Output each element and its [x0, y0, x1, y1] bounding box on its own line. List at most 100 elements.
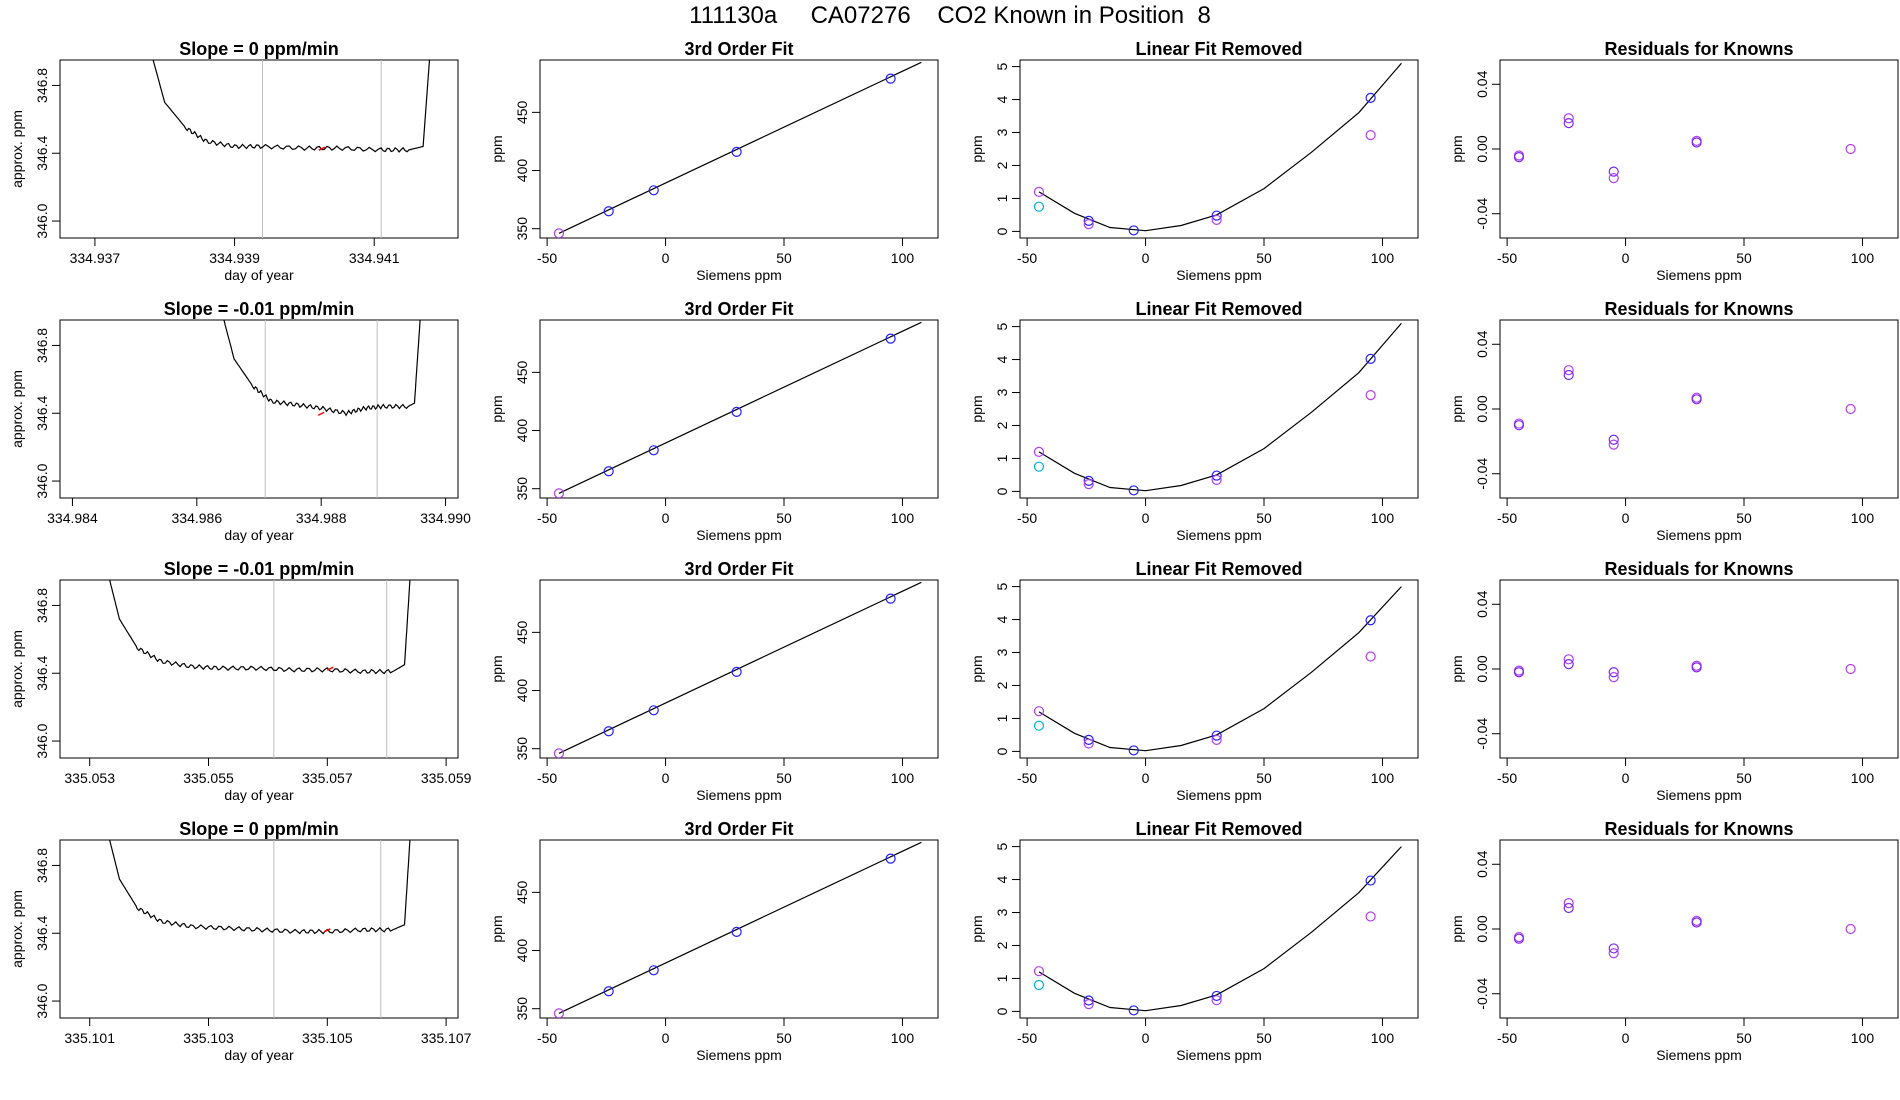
- data-point: [1211, 474, 1222, 485]
- chart-title: Slope = -0.01 ppm/min: [164, 299, 355, 319]
- data-point: [1563, 654, 1574, 665]
- plot-frame: [539, 59, 939, 239]
- data-point: [1563, 902, 1574, 914]
- data-point: [731, 406, 742, 418]
- x-axis-label: Siemens ppm: [1176, 787, 1262, 803]
- chart-panel: Linear Fit Removed -50 0 50 100 0 1 2 3 4 5 Siemens…: [969, 559, 1419, 803]
- y-tick-label: 5: [994, 62, 1010, 70]
- data-point: [1211, 734, 1222, 745]
- data-point: [1608, 434, 1619, 445]
- page-title: 111130a CA07276 CO2 Known in Position 8: [689, 2, 1211, 29]
- x-tick-label: 50: [1256, 250, 1272, 266]
- plot-frame: [539, 839, 939, 1019]
- x-axis-label: Siemens ppm: [696, 267, 782, 283]
- series-line: [223, 320, 421, 417]
- y-tick-label: 4: [994, 95, 1010, 103]
- x-tick-label: 0: [1142, 770, 1150, 786]
- x-tick-label: -50: [537, 250, 557, 266]
- x-tick-label: 334.988: [296, 510, 347, 526]
- chart-title: Residuals for Knowns: [1604, 559, 1793, 579]
- chart-title: Residuals for Knowns: [1604, 299, 1793, 319]
- data-point: [1128, 485, 1139, 496]
- data-point: [603, 466, 614, 477]
- plot-frame: [1019, 59, 1419, 239]
- plot-area: [109, 580, 411, 758]
- data-point: [1365, 130, 1376, 141]
- highlight-mark: [318, 146, 326, 151]
- plot-area: [1513, 113, 1856, 184]
- data-point: [1033, 201, 1045, 212]
- y-tick-label: 4: [994, 355, 1010, 363]
- data-point: [1563, 659, 1574, 670]
- data-point: [1083, 219, 1094, 230]
- series-line: [1038, 586, 1402, 752]
- data-point: [1083, 734, 1094, 745]
- plot-frame: [1019, 579, 1419, 759]
- data-point: [553, 1008, 565, 1018]
- chart-panel: Linear Fit Removed -50 0 50 100 0 1 2 3 4 5 Siemens…: [969, 299, 1419, 543]
- chart-panel: Slope = 0 ppm/min 335.101 335.103 335.105 33…: [9, 819, 472, 1063]
- series-line: [109, 580, 411, 675]
- x-tick-label: 335.057: [302, 770, 353, 786]
- y-axis-label: ppm: [1449, 655, 1465, 682]
- plot-frame: [1499, 319, 1899, 499]
- y-tick-label: 0: [994, 227, 1010, 235]
- data-point: [648, 445, 659, 456]
- y-axis-label: ppm: [969, 135, 985, 162]
- y-tick-label: 0.00: [1474, 395, 1490, 422]
- x-tick-label: 100: [1851, 510, 1875, 526]
- x-tick-label: 50: [1256, 770, 1272, 786]
- data-point: [1033, 966, 1045, 977]
- x-tick-label: 100: [891, 250, 915, 266]
- data-point: [1365, 911, 1376, 922]
- y-tick-label: 5: [994, 582, 1010, 590]
- data-point: [1513, 151, 1525, 163]
- data-point: [1563, 113, 1574, 124]
- series-line: [109, 840, 411, 935]
- x-axis-label: Siemens ppm: [1176, 267, 1262, 283]
- plot-frame: [59, 319, 459, 499]
- y-tick-label: 400: [514, 419, 530, 443]
- y-tick-label: -0.04: [1474, 718, 1490, 750]
- chart-title: Residuals for Knowns: [1604, 819, 1793, 839]
- y-axis-label: ppm: [1449, 135, 1465, 162]
- x-tick-label: 50: [1736, 770, 1752, 786]
- x-axis-label: Siemens ppm: [696, 527, 782, 543]
- y-tick-label: 0.00: [1474, 655, 1490, 682]
- data-point: [603, 726, 614, 737]
- y-tick-label: 1: [994, 194, 1010, 202]
- chart-panel: Linear Fit Removed -50 0 50 100 0 1 2 3 4 5 Siemens…: [969, 819, 1419, 1063]
- y-tick-label: 3: [994, 648, 1010, 656]
- series-line: [558, 841, 922, 1014]
- x-axis-label: Siemens ppm: [1656, 267, 1742, 283]
- plot-area: [1033, 322, 1402, 496]
- plot-frame: [59, 579, 459, 759]
- chart-panel: Residuals for Knowns -50 0 50 100 -0.04 0.00 0.…: [1449, 819, 1899, 1063]
- x-tick-label: 50: [1256, 510, 1272, 526]
- data-point: [1033, 186, 1045, 197]
- plot-frame: [1499, 59, 1899, 239]
- y-axis-label: ppm: [969, 915, 985, 942]
- x-tick-label: 100: [1371, 250, 1395, 266]
- y-tick-label: 450: [514, 360, 530, 384]
- data-point: [1033, 706, 1045, 717]
- x-tick-label: 100: [891, 770, 915, 786]
- x-axis-label: Siemens ppm: [1656, 527, 1742, 543]
- series-line: [1038, 322, 1402, 492]
- data-point: [885, 73, 896, 84]
- y-tick-label: 346.8: [34, 848, 50, 883]
- series-line: [1038, 846, 1402, 1012]
- plot-frame: [1019, 839, 1419, 1019]
- x-tick-label: 0: [662, 510, 670, 526]
- plot-area: [553, 321, 922, 498]
- y-tick-label: -0.04: [1474, 458, 1490, 490]
- y-axis-label: ppm: [1449, 395, 1465, 422]
- plot-frame: [1019, 319, 1419, 499]
- series-line: [558, 61, 922, 234]
- y-tick-label: 346.4: [34, 656, 50, 691]
- data-point: [603, 986, 614, 997]
- y-tick-label: -0.04: [1474, 978, 1490, 1010]
- x-tick-label: 0: [662, 770, 670, 786]
- data-point: [1608, 948, 1619, 959]
